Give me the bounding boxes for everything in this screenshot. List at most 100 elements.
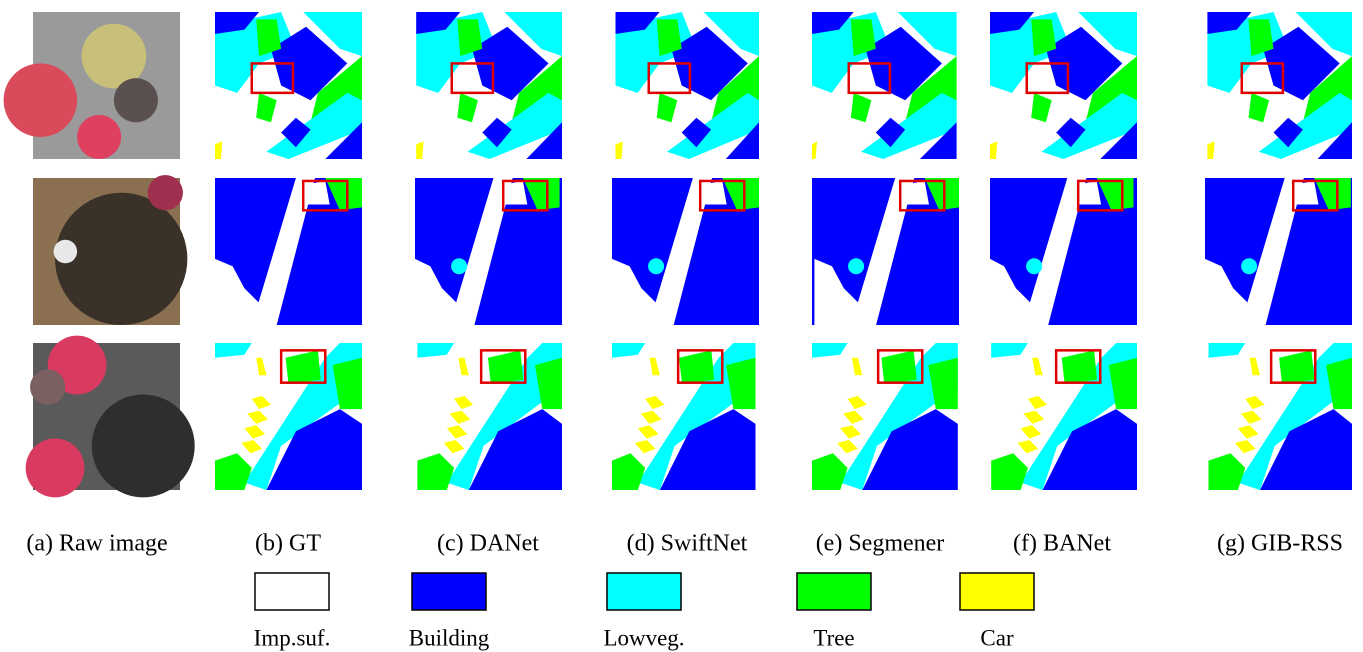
class-region xyxy=(656,92,678,123)
class-region xyxy=(648,258,665,275)
class-region xyxy=(612,343,646,358)
class-region xyxy=(1031,92,1052,123)
class-region xyxy=(1208,453,1246,490)
class-region xyxy=(645,395,665,410)
class-region xyxy=(467,92,562,159)
highlight-box xyxy=(1240,62,1285,95)
highlight-box xyxy=(876,349,924,384)
highlight-box xyxy=(647,62,692,95)
class-region xyxy=(924,178,959,211)
class-region xyxy=(522,178,560,211)
class-region xyxy=(458,357,469,376)
class-region xyxy=(415,258,457,325)
class-region xyxy=(615,141,623,159)
class-region xyxy=(1295,12,1352,57)
class-region xyxy=(1207,141,1215,159)
class-region xyxy=(443,440,465,454)
class-region xyxy=(303,180,330,205)
class-region xyxy=(837,440,858,454)
legend-swatch xyxy=(606,572,682,611)
class-region xyxy=(285,350,321,385)
class-region xyxy=(215,12,260,34)
class-region xyxy=(303,12,362,57)
class-region xyxy=(865,26,942,101)
class-region xyxy=(241,440,262,454)
class-region xyxy=(500,180,528,205)
class-region xyxy=(725,122,759,159)
class-region xyxy=(244,343,362,490)
class-region xyxy=(1258,92,1352,159)
class-region xyxy=(1249,357,1260,376)
class-region xyxy=(700,180,727,205)
class-region xyxy=(457,19,483,57)
class-region xyxy=(1020,343,1137,490)
class-region xyxy=(416,12,461,34)
class-region xyxy=(902,180,929,205)
class-region xyxy=(266,409,362,490)
class-region xyxy=(1208,343,1246,358)
class-region xyxy=(1292,180,1319,205)
class-region xyxy=(1237,425,1259,439)
class-region xyxy=(449,178,513,325)
class-region xyxy=(1207,12,1252,34)
class-region xyxy=(850,19,876,57)
class-region xyxy=(1235,440,1256,454)
legend-swatch xyxy=(254,572,330,611)
class-region xyxy=(812,453,848,490)
class-region xyxy=(451,258,468,275)
class-region xyxy=(1237,343,1352,490)
class-region xyxy=(1317,122,1352,159)
class-region xyxy=(1045,26,1123,101)
highlight-box xyxy=(698,179,746,212)
class-region xyxy=(1031,19,1057,57)
column-caption: (b) GT xyxy=(255,531,321,557)
legend-label: Tree xyxy=(813,625,854,650)
class-region xyxy=(215,453,252,490)
class-region xyxy=(840,343,958,490)
class-region xyxy=(526,122,562,159)
class-region xyxy=(640,410,662,424)
class-region xyxy=(457,92,478,123)
highlight-box xyxy=(250,62,295,95)
highlight-box xyxy=(279,349,327,384)
column-caption: (d) SwiftNet xyxy=(627,531,748,557)
class-region xyxy=(1026,258,1043,275)
column-caption: (e) Segmener xyxy=(816,531,945,557)
class-region xyxy=(726,357,756,410)
class-region xyxy=(847,395,867,410)
class-region xyxy=(1042,409,1137,490)
class-region xyxy=(468,409,562,490)
legend-label: Lowveg. xyxy=(603,625,684,650)
class-region xyxy=(1245,395,1265,410)
class-region xyxy=(990,12,1035,34)
class-region xyxy=(1260,409,1352,490)
class-region xyxy=(487,350,524,385)
legend-swatch xyxy=(796,572,872,611)
class-region xyxy=(852,357,863,376)
class-region xyxy=(875,117,906,148)
highlight-box xyxy=(1269,349,1317,384)
class-region xyxy=(612,453,646,490)
class-region xyxy=(281,117,311,148)
highlight-box xyxy=(1076,179,1124,212)
legend-label: Imp.suf. xyxy=(254,625,331,650)
class-region xyxy=(881,350,917,385)
class-region xyxy=(482,117,512,148)
raw-image-region xyxy=(53,239,78,264)
highlight-box xyxy=(450,62,495,95)
class-region xyxy=(861,92,957,159)
class-region xyxy=(1273,117,1303,148)
class-region xyxy=(472,26,549,101)
class-region xyxy=(446,343,562,490)
class-region xyxy=(862,409,958,490)
class-region xyxy=(851,178,915,325)
class-region xyxy=(637,425,659,439)
class-region xyxy=(656,19,682,57)
class-region xyxy=(990,141,998,159)
class-region xyxy=(840,425,861,439)
class-region xyxy=(649,357,660,376)
class-region xyxy=(256,92,277,123)
class-region xyxy=(417,343,455,358)
class-region xyxy=(1108,357,1137,410)
class-region xyxy=(215,141,223,159)
